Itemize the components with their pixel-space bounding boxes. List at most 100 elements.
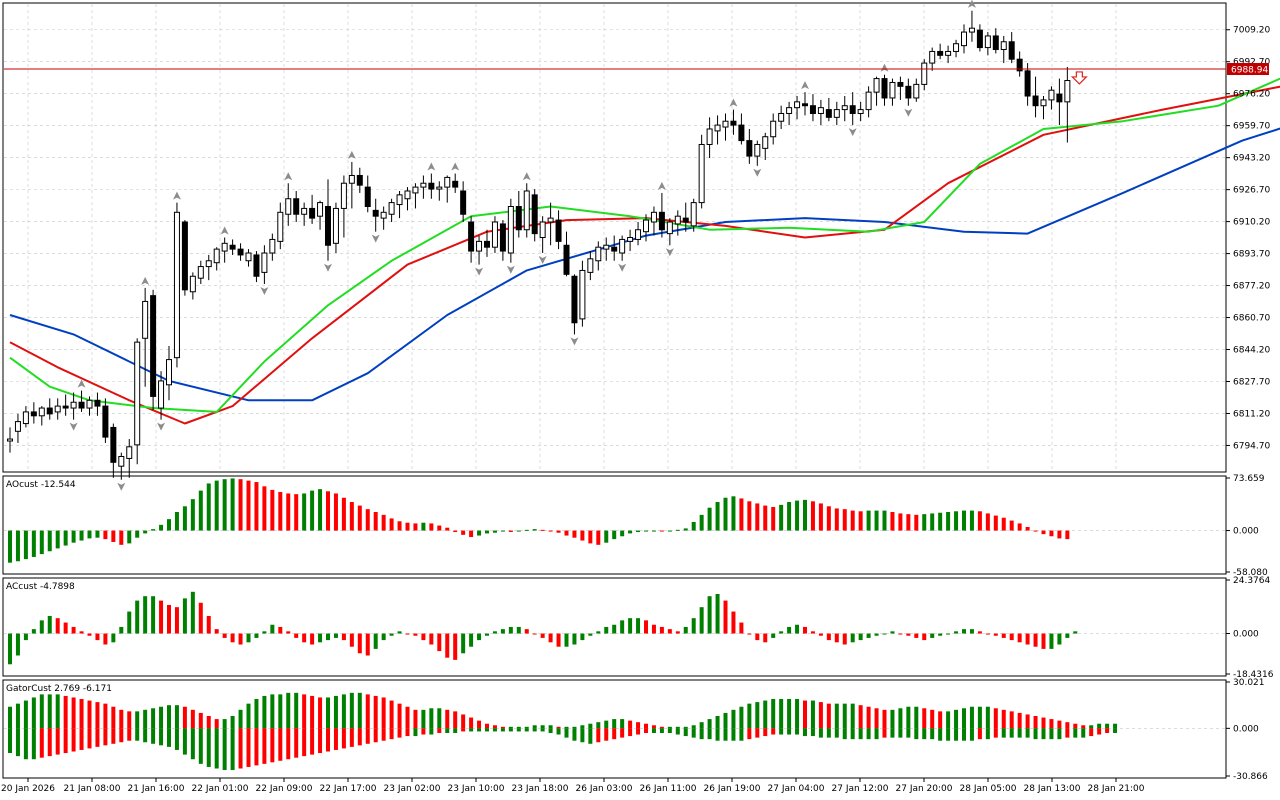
histogram-bar	[71, 626, 76, 634]
histogram-bar	[198, 490, 203, 531]
histogram-bar	[779, 504, 784, 531]
histogram-bar	[524, 726, 529, 729]
histogram-bar	[63, 530, 68, 546]
histogram-bar	[429, 728, 434, 735]
gator-axis: 30.021 0.000 -30.866	[1226, 678, 1268, 782]
bear-candle	[484, 240, 490, 248]
bear-candle	[229, 244, 236, 250]
histogram-bar	[39, 728, 44, 758]
bull-candle	[261, 252, 268, 273]
histogram-bar	[771, 699, 776, 729]
histogram-bar	[1065, 530, 1070, 540]
histogram-bar	[882, 709, 887, 729]
fractal-up-marker	[801, 81, 809, 90]
histogram-bar	[477, 530, 482, 536]
histogram-bar	[580, 728, 585, 743]
histogram-bar	[246, 633, 251, 643]
histogram-bar	[119, 626, 124, 634]
histogram-bar	[604, 626, 609, 634]
histogram-bar	[516, 626, 521, 634]
histogram-bar	[644, 723, 648, 729]
bull-candle	[770, 120, 777, 138]
price-tick-label: 6827.70	[1233, 377, 1270, 387]
bull-candle	[523, 190, 530, 231]
bull-candle	[627, 237, 634, 242]
histogram-bar	[357, 505, 362, 531]
axis-tick-label: -30.866	[1233, 772, 1268, 782]
histogram-bar	[516, 530, 521, 532]
histogram-bar	[500, 530, 505, 532]
histogram-bar	[214, 728, 219, 769]
bull-candle	[173, 211, 180, 359]
histogram-bar	[357, 633, 362, 654]
histogram-bar	[151, 728, 156, 744]
histogram-bar	[95, 530, 100, 538]
current-price-tag	[1227, 63, 1269, 76]
histogram-bar	[636, 618, 641, 634]
histogram-bar	[492, 530, 497, 533]
histogram-bar	[874, 633, 879, 636]
price-panel[interactable]: 7009.20 6992.70 6976.20 6959.70 6943.20 6926.…	[2, 0, 1280, 491]
bull-candle	[666, 221, 673, 235]
histogram-bar	[985, 728, 990, 740]
fractal-down-marker	[753, 168, 762, 177]
histogram-bar	[628, 720, 633, 729]
histogram-bar	[771, 633, 776, 638]
bear-candle	[1032, 95, 1039, 107]
gator-panel[interactable]: 30.021 0.000 -30.866 GatorCust 2.769 -6.17…	[2, 678, 1268, 782]
histogram-bar	[795, 624, 800, 634]
bull-candle	[690, 202, 697, 227]
histogram-bar	[524, 529, 529, 531]
bear-candle	[452, 180, 459, 188]
histogram-bar	[882, 633, 887, 635]
bull-candle	[698, 143, 705, 204]
histogram-bar	[119, 530, 124, 545]
bull-candle	[833, 109, 840, 118]
bull-candle	[491, 221, 498, 248]
histogram-bar	[628, 618, 633, 634]
histogram-bar	[1057, 530, 1062, 539]
histogram-bar	[278, 626, 283, 634]
histogram-bar	[310, 633, 315, 645]
histogram-bar	[508, 530, 513, 532]
histogram-bar	[214, 719, 219, 729]
histogram-bar	[111, 706, 116, 729]
ao-panel[interactable]: 73.659 0.000 -58.080 AOcust -12.544	[2, 474, 1268, 578]
bull-candle	[86, 399, 93, 409]
bull-candle	[142, 300, 149, 339]
histogram-bar	[302, 633, 307, 643]
histogram-bar	[779, 699, 784, 729]
histogram-bar	[222, 633, 227, 638]
histogram-bar	[954, 709, 959, 729]
histogram-bar	[318, 633, 323, 643]
histogram-bar	[810, 728, 815, 737]
histogram-bar	[286, 631, 291, 634]
histogram-bar	[842, 633, 847, 645]
histogram-bar	[445, 709, 450, 729]
histogram-bar	[1009, 728, 1014, 738]
histogram-bar	[596, 728, 601, 743]
histogram-bar	[365, 728, 370, 744]
histogram-bar	[111, 530, 116, 542]
histogram-bar	[23, 728, 28, 760]
histogram-bar	[8, 530, 12, 563]
histogram-bar	[326, 728, 330, 752]
fractal-down-marker	[260, 287, 269, 296]
histogram-bar	[620, 719, 625, 729]
histogram-bar	[87, 728, 92, 749]
histogram-bar	[763, 505, 768, 531]
time-tick-label: 22 Jan 09:00	[256, 784, 313, 794]
bull-candle	[929, 50, 936, 64]
histogram-bar	[739, 498, 744, 531]
bear-candle	[682, 217, 689, 223]
histogram-bar	[962, 728, 966, 741]
histogram-bar	[890, 728, 895, 738]
histogram-bar	[167, 604, 171, 634]
histogram-bar	[8, 706, 12, 729]
ac-panel[interactable]: 24.3764 0.000 -18.4316 ACcust -4.7898	[2, 576, 1274, 680]
bull-candle	[245, 252, 252, 262]
histogram-bar	[930, 513, 935, 531]
bear-candle	[881, 78, 888, 99]
